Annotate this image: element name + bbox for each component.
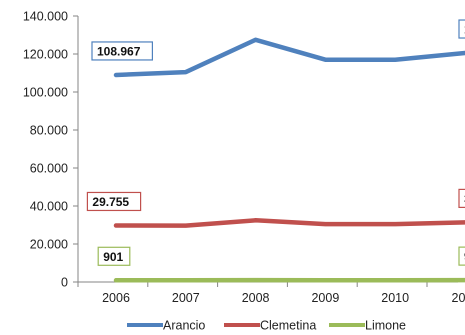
data-label-text: 108.967: [97, 44, 141, 58]
data-label-box: [458, 19, 465, 39]
data-label-arancio-2011: 120.517: [458, 19, 465, 39]
series-line-arancio: [113, 37, 465, 78]
y-axis: 0 20.000 40.000 60.000 80.000 100.000 120.000 1…: [23, 10, 79, 290]
data-label-limone-2006: 901: [97, 246, 131, 266]
legend-item-limone: Limone: [329, 319, 406, 333]
legend-item-clemetina: Clemetina: [224, 319, 316, 333]
data-label-box: [97, 246, 131, 266]
data-label-arancio-2006: 108.967: [91, 41, 154, 61]
x-tick-label: 2008: [242, 291, 270, 305]
x-axis: 2006 2007 2008 2009 2010 2011: [77, 281, 465, 305]
y-tick-label: 40.000: [30, 200, 68, 214]
data-label-limone-2011: 990: [458, 246, 465, 266]
y-tick-label: 80.000: [30, 124, 68, 138]
data-label-box: [86, 191, 142, 212]
y-tick-label: 20.000: [30, 238, 68, 252]
data-label-clemetina-2011: 31.373: [458, 188, 465, 208]
x-tick-label: 2010: [381, 291, 409, 305]
data-labels: 108.967 120.517 29.755 31.373 901 990: [86, 19, 465, 266]
legend-label: Arancio: [163, 319, 205, 333]
data-label-text: 901: [103, 250, 123, 264]
x-tick-label: 2011: [452, 291, 465, 305]
y-tick-label: 60.000: [30, 162, 68, 176]
legend-label: Clemetina: [260, 319, 316, 333]
data-label-text: 29.755: [92, 195, 129, 209]
x-tick-label: 2009: [311, 291, 339, 305]
series-line-clemetina: [113, 218, 465, 228]
legend: Arancio Clemetina Limone: [127, 319, 406, 333]
data-label-box: [458, 188, 465, 208]
data-label-clemetina-2006: 29.755: [86, 191, 142, 212]
y-tick-label: 0: [61, 276, 68, 290]
y-tick-label: 120.000: [23, 48, 68, 62]
legend-label: Limone: [365, 319, 406, 333]
y-tick-label: 140.000: [23, 10, 68, 24]
y-tick-label: 100.000: [23, 86, 68, 100]
data-label-box: [91, 41, 154, 61]
x-tick-label: 2007: [172, 291, 200, 305]
legend-item-arancio: Arancio: [127, 319, 205, 333]
x-tick-label: 2006: [102, 291, 130, 305]
data-label-box: [458, 246, 465, 266]
series-lines: [113, 37, 465, 283]
